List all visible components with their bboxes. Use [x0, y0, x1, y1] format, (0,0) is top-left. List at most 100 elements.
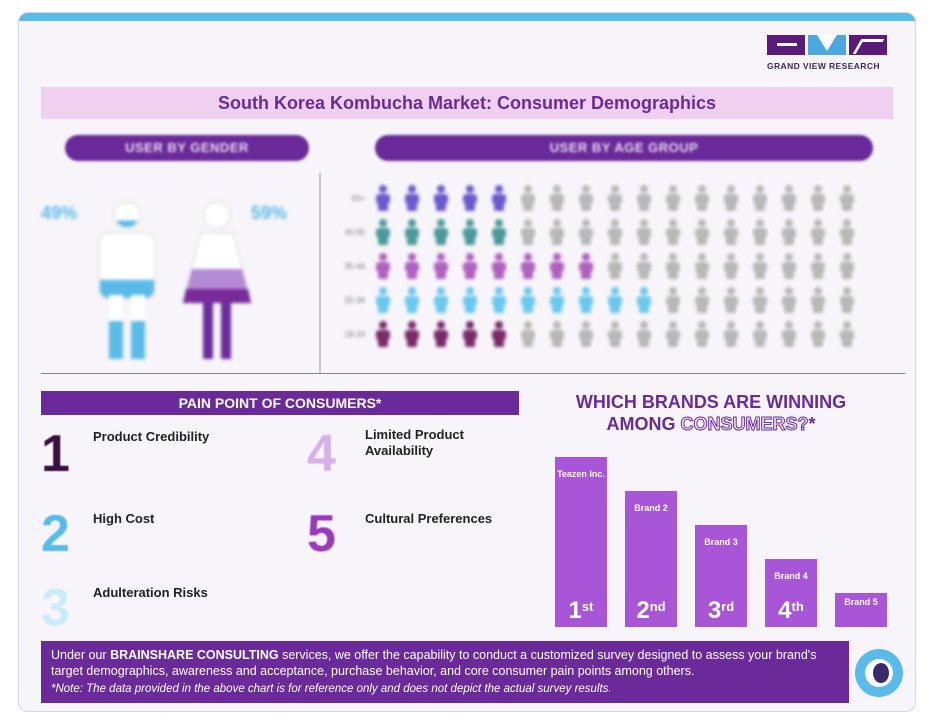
person-icon: [400, 185, 424, 211]
pain-point-4-label: Limited Product Availability: [365, 427, 464, 458]
footer-note: *Note: The data provided in the above ch…: [51, 683, 612, 695]
person-icon: [429, 219, 453, 245]
age-row-label: 25-34: [344, 295, 365, 305]
age-row-label: 18-24: [344, 329, 365, 339]
person-icon: [545, 253, 569, 279]
person-icon: [806, 287, 830, 313]
pain-point-1-number: 1: [41, 427, 70, 481]
person-icon: [661, 321, 685, 347]
pain-point-3-label: Adulteration Risks: [93, 585, 208, 600]
footer-banner: Under our BRAINSHARE CONSULTING services…: [41, 641, 849, 703]
person-icon: [487, 219, 511, 245]
age-row: 18-24: [331, 319, 864, 349]
person-icon: [516, 287, 540, 313]
age-heading: USER BY AGE GROUP: [375, 135, 873, 161]
person-icon: [719, 219, 743, 245]
person-icon: [545, 185, 569, 211]
person-icon: [400, 287, 424, 313]
person-icon: [777, 253, 801, 279]
person-icon: [516, 253, 540, 279]
person-icon: [400, 253, 424, 279]
person-icon: [719, 253, 743, 279]
brainshare-logo-icon[interactable]: [855, 649, 903, 697]
person-icon: [806, 253, 830, 279]
person-icon: [429, 253, 453, 279]
person-icon: [545, 321, 569, 347]
logo-box-3: [849, 35, 887, 55]
person-icon: [777, 219, 801, 245]
person-icon: [371, 253, 395, 279]
person-icon: [835, 321, 859, 347]
person-icon: [516, 321, 540, 347]
person-icon: [458, 185, 482, 211]
gender-heading: USER BY GENDER: [65, 135, 309, 161]
pain-point-5-label: Cultural Preferences: [365, 511, 493, 526]
person-icon: [603, 219, 627, 245]
person-icon: [487, 253, 511, 279]
person-icon: [748, 253, 772, 279]
person-icon: [429, 321, 453, 347]
person-icon: [690, 321, 714, 347]
person-icon: [632, 253, 656, 279]
footer-brainshare[interactable]: BRAINSHARE CONSULTING: [110, 648, 279, 662]
person-icon: [806, 185, 830, 211]
brand-bar: Brand 2 2nd: [625, 491, 677, 627]
person-icon: [748, 287, 772, 313]
brand-bar-rank: 1st: [568, 597, 594, 624]
section-divider-horizontal: [41, 373, 905, 374]
pain-point-5-number: 5: [307, 507, 336, 561]
brands-title: WHICH BRANDS ARE WINNING AMONG CONSUMERS…: [561, 391, 861, 435]
person-icon: [661, 253, 685, 279]
person-icon: [835, 287, 859, 313]
person-icon: [632, 321, 656, 347]
person-icon: [458, 321, 482, 347]
person-icon: [603, 253, 627, 279]
person-icon: [458, 287, 482, 313]
pain-point-1-label: Product Credibility: [93, 429, 210, 444]
brand-bar-label: Brand 3: [704, 537, 738, 547]
person-icon: [574, 185, 598, 211]
person-icon: [719, 287, 743, 313]
person-icon: [487, 321, 511, 347]
page-title: South Korea Kombucha Market: Consumer De…: [41, 87, 893, 119]
person-icon: [777, 321, 801, 347]
male-icon: [98, 201, 156, 359]
brand-bar-label: Brand 4: [774, 571, 808, 581]
person-icon: [603, 287, 627, 313]
pain-point-2-label: High Cost: [93, 511, 155, 526]
brand-bar: Brand 4 4th: [765, 559, 817, 627]
person-icon: [661, 185, 685, 211]
female-percentage: 59%: [251, 203, 288, 223]
age-row: 55+: [331, 183, 864, 213]
person-icon: [661, 219, 685, 245]
female-icon: [181, 201, 253, 359]
age-row-label: 35-44: [344, 261, 365, 271]
brand-bar-label: Brand 5: [844, 597, 878, 607]
age-row: 45-55: [331, 217, 864, 247]
person-icon: [835, 185, 859, 211]
footer-text: Under our BRAINSHARE CONSULTING services…: [51, 647, 839, 679]
person-icon: [748, 321, 772, 347]
person-icon: [371, 185, 395, 211]
pain-point-4-number: 4: [307, 427, 336, 481]
brand-bar-label: Teazen Inc.: [557, 469, 605, 479]
person-icon: [458, 253, 482, 279]
brand-bar-rank: 3rd: [707, 597, 735, 624]
person-icon: [400, 219, 424, 245]
person-icon: [603, 321, 627, 347]
age-row: 35-44: [331, 251, 864, 281]
brands-title-line2: AMONG CONSUMERS?*: [561, 413, 861, 435]
person-icon: [371, 287, 395, 313]
footer-text-c: services, we offer the capability to con…: [51, 648, 817, 678]
person-icon: [690, 219, 714, 245]
person-icon: [516, 219, 540, 245]
person-icon: [574, 219, 598, 245]
pain-point-3-number: 3: [41, 581, 70, 635]
infographic-card: GRAND VIEW RESEARCH South Korea Kombucha…: [18, 12, 916, 712]
brand-bar-rank: 2nd: [636, 597, 666, 624]
logo: GRAND VIEW RESEARCH: [767, 35, 891, 77]
brands-title-asterisk: *: [808, 414, 816, 434]
person-icon: [458, 219, 482, 245]
person-icon: [487, 185, 511, 211]
logo-box-2: [808, 35, 846, 55]
